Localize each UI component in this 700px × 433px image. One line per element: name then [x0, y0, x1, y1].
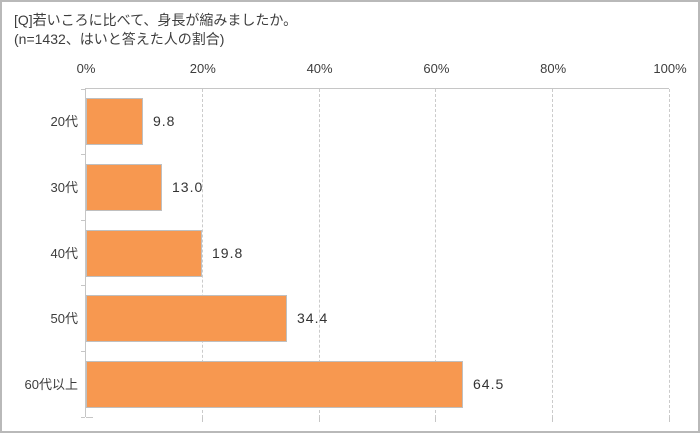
value-label: 9.8	[153, 113, 176, 129]
x-tick-label: 20%	[189, 61, 216, 76]
x-tick-label: 80%	[540, 61, 567, 76]
chart-title: [Q]若いころに比べて、身長が縮みましたか。	[14, 12, 298, 28]
y-axis-tick	[81, 351, 85, 352]
chart-subtitle: (n=1432、はいと答えた人の割合)	[14, 31, 225, 47]
y-axis-tick	[81, 89, 85, 90]
gridline	[318, 89, 320, 418]
y-axis-tick	[81, 220, 85, 221]
x-tick-label: 40%	[306, 61, 333, 76]
value-label: 64.5	[473, 376, 505, 392]
x-tick-label: 60%	[423, 61, 450, 76]
value-label: 13.0	[172, 179, 204, 195]
chart-header: [Q]若いころに比べて、身長が縮みましたか。 (n=1432、はいと答えた人の割…	[14, 11, 297, 49]
x-axis-tick	[435, 417, 437, 422]
gridline	[552, 89, 554, 418]
category-label: 50代	[50, 311, 78, 326]
y-axis-tick	[81, 285, 85, 286]
gridline	[201, 89, 203, 418]
bar	[86, 98, 143, 145]
y-axis-tick	[81, 154, 85, 155]
bar	[86, 230, 202, 277]
axis-corner	[86, 417, 93, 418]
bar	[86, 295, 287, 342]
x-axis-tick	[201, 417, 203, 422]
x-tick-label: 0%	[76, 61, 96, 76]
category-label: 40代	[50, 246, 78, 261]
x-axis-tick	[318, 417, 320, 422]
value-label: 34.4	[297, 310, 329, 326]
x-axis-tick	[552, 417, 554, 422]
category-label: 30代	[50, 180, 78, 195]
x-tick-label: 100%	[653, 61, 687, 76]
y-axis-tick	[81, 417, 85, 418]
bar	[86, 361, 463, 408]
plot-area: 20代 9.8 30代 13.0 40代 19.8 50代 34.4 60代以上 64.5	[25, 88, 670, 422]
category-label: 20代	[50, 114, 78, 129]
bar	[86, 164, 162, 211]
gridline	[435, 89, 437, 418]
category-label: 60代以上	[24, 377, 78, 392]
x-axis-tick	[669, 417, 670, 422]
value-label: 19.8	[212, 245, 244, 261]
gridline	[669, 89, 670, 418]
